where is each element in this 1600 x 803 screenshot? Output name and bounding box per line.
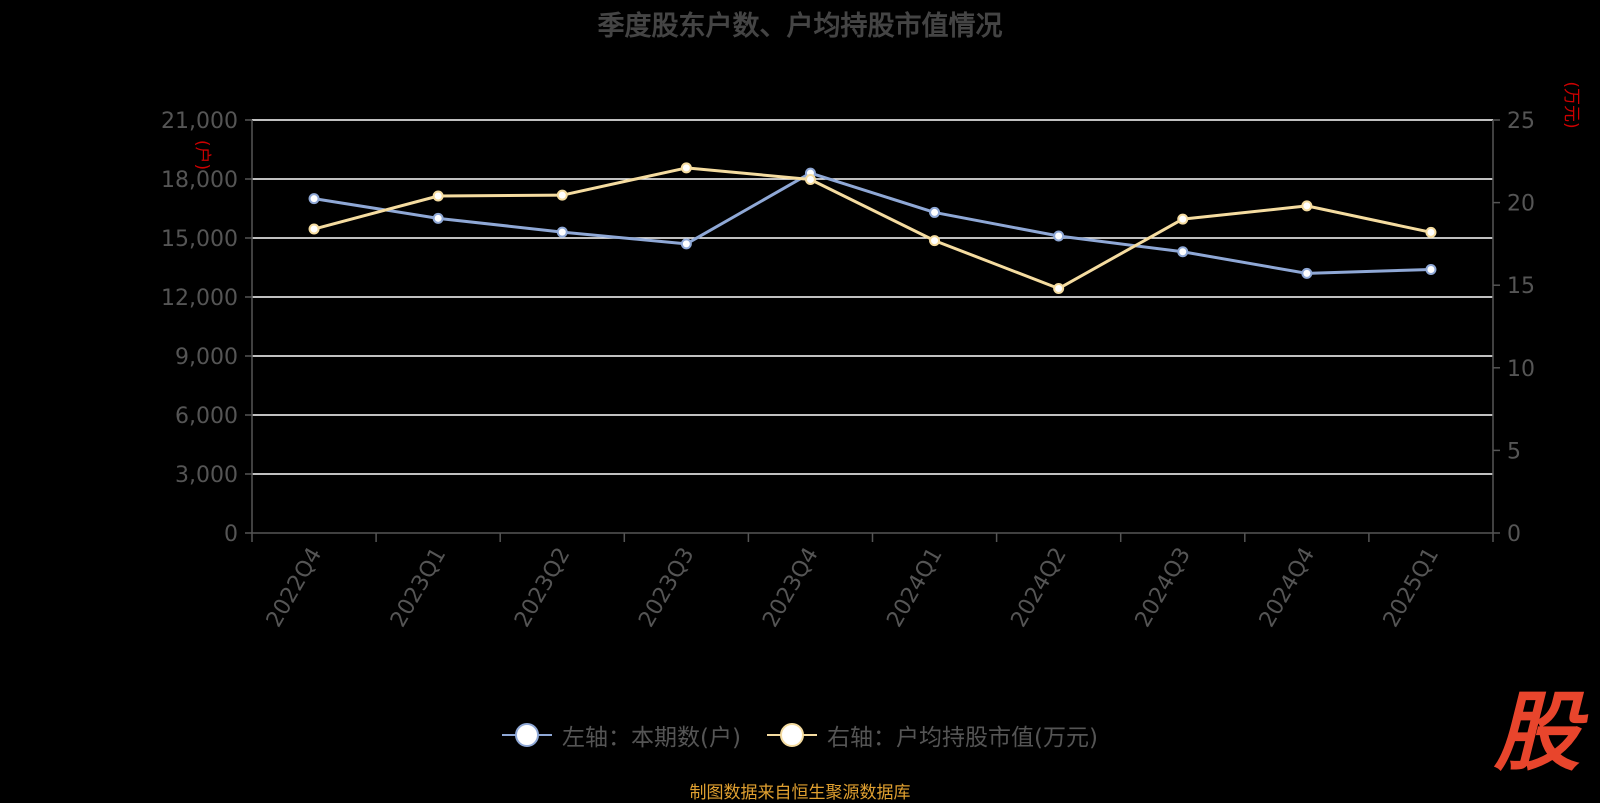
data-point-right [1177, 213, 1189, 225]
data-point-right [929, 235, 941, 247]
x-tick-label: 2024Q4 [1255, 544, 1320, 632]
data-point-left [1425, 263, 1437, 275]
data-point-left [1177, 246, 1189, 258]
x-tick-label: 2023Q3 [634, 544, 699, 632]
series-lines [308, 162, 1437, 295]
x-tick-label: 2024Q1 [882, 544, 947, 632]
legend-marker-right [767, 723, 817, 747]
data-point-left [556, 226, 568, 238]
legend: 左轴：本期数(户) 右轴：户均持股市值(万元) [0, 718, 1600, 752]
x-tick-label: 2023Q4 [758, 544, 823, 632]
right-tick-label: 0 [1507, 522, 1521, 547]
x-tick-label: 2024Q2 [1007, 544, 1072, 632]
chart-title: 季度股东户数、户均持股市值情况 [597, 11, 1003, 42]
data-point-left [680, 238, 692, 250]
right-tick-label: 5 [1507, 439, 1521, 464]
right-tick-label: 10 [1507, 357, 1535, 382]
x-tick-label: 2023Q2 [510, 544, 575, 632]
right-axis-unit: (万元) [1561, 81, 1581, 128]
data-point-right [556, 189, 568, 201]
series-line-left [313, 171, 1431, 275]
data-point-right [1425, 226, 1437, 238]
left-tick-label: 3,000 [175, 463, 238, 488]
left-axis-unit: (户) [192, 140, 212, 170]
legend-marker-left [502, 723, 553, 747]
legend-label-right: 右轴：户均持股市值(万元) [827, 725, 1098, 751]
series-line-right [313, 166, 1432, 291]
grid-lines [252, 119, 1493, 475]
x-tick-label: 2025Q1 [1379, 544, 1444, 632]
left-tick-label: 12,000 [161, 286, 238, 311]
watermark-logo: 股 [1494, 683, 1580, 783]
data-point-left [432, 212, 444, 224]
x-tick-label: 2022Q4 [262, 544, 327, 632]
data-point-right [804, 173, 816, 185]
data-point-right [308, 223, 320, 235]
legend-label-left: 左轴：本期数(户) [562, 725, 741, 751]
x-tick-label: 2024Q3 [1131, 544, 1196, 632]
data-point-right [432, 190, 444, 202]
data-point-left [929, 206, 941, 218]
right-tick-label: 25 [1507, 109, 1535, 134]
left-tick-label: 6,000 [175, 404, 238, 429]
left-tick-label: 21,000 [161, 109, 238, 134]
data-point-left [1301, 267, 1313, 279]
data-point-right [1053, 283, 1065, 295]
left-tick-label: 0 [224, 522, 238, 547]
data-point-right [1301, 200, 1313, 212]
left-tick-label: 9,000 [175, 345, 238, 370]
x-tick-label: 2023Q1 [386, 544, 451, 632]
data-point-left [308, 193, 320, 205]
data-point-left [1053, 230, 1065, 242]
left-tick-label: 18,000 [161, 168, 238, 193]
right-tick-label: 15 [1507, 274, 1535, 299]
legend-item-right[interactable]: 右轴：户均持股市值(万元) [767, 718, 1098, 752]
legend-item-left[interactable]: 左轴：本期数(户) [502, 718, 741, 752]
source-note: 制图数据来自恒生聚源数据库 [689, 783, 911, 803]
right-tick-label: 20 [1507, 192, 1535, 217]
left-tick-label: 15,000 [161, 227, 238, 252]
data-point-right [680, 162, 692, 174]
